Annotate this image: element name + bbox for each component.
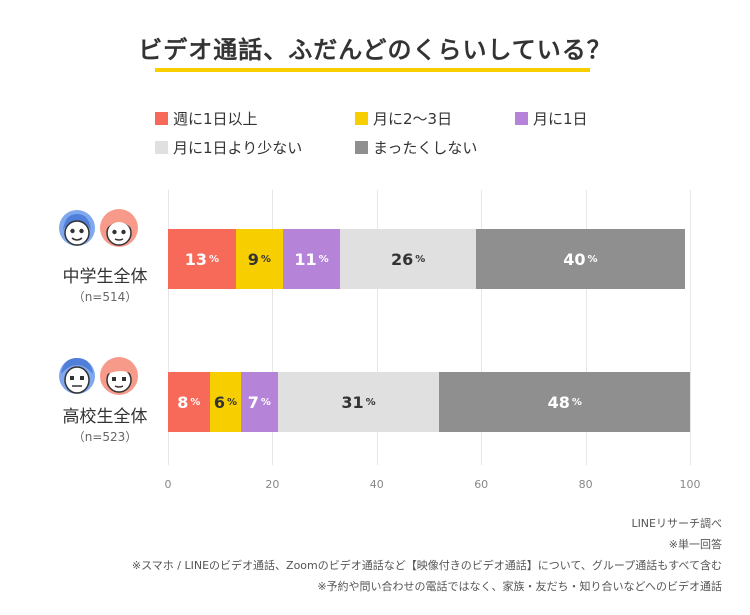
- legend-swatch: [515, 112, 528, 125]
- junior-high-avatars-icon: [59, 209, 138, 247]
- x-tick-label: 20: [265, 478, 280, 491]
- percent-sign: %: [587, 253, 598, 265]
- boy-avatar-icon: [59, 210, 95, 246]
- bar-segment: 26%: [340, 229, 476, 289]
- x-tick-label: 40: [369, 478, 384, 491]
- legend-swatch: [355, 112, 368, 125]
- x-tick-label: 80: [578, 478, 593, 491]
- bar-segment: 8%: [168, 372, 210, 432]
- percent-sign: %: [260, 253, 271, 265]
- bar-row-high-school: 8% 6% 7% 31% 48%: [168, 372, 690, 432]
- gridline: [168, 190, 169, 465]
- bar-segment: 6%: [209, 372, 242, 432]
- bar-row-junior-high: 13% 9% 11% 26% 40%: [168, 229, 690, 289]
- bar-value-label: 31: [341, 392, 364, 412]
- legend-item-weekly: 週に1日以上: [155, 108, 258, 129]
- bar-value-label: 6: [213, 392, 225, 412]
- bar-value-label: 13: [184, 249, 208, 269]
- row-sample-high-school: （n=523）: [72, 430, 138, 444]
- high-school-avatars-icon: [59, 357, 138, 395]
- row-label-high-school: 高校生全体: [62, 407, 148, 427]
- legend-label: 月に2〜3日: [373, 110, 453, 128]
- percent-sign: %: [209, 253, 220, 265]
- row-label-junior-high: 中学生全体: [62, 267, 148, 287]
- legend-item-monthly: 月に1日: [515, 108, 588, 129]
- legend-swatch: [155, 141, 168, 154]
- legend-label: まったくしない: [373, 139, 478, 157]
- bar-segment: 31%: [277, 372, 440, 432]
- bar-segment: 48%: [439, 372, 690, 432]
- legend-label: 月に1日より少ない: [173, 139, 303, 157]
- percent-sign: %: [190, 396, 201, 408]
- bar-value-label: 40: [563, 249, 586, 269]
- percent-sign: %: [365, 396, 376, 408]
- percent-sign: %: [571, 396, 582, 408]
- gridline: [690, 190, 691, 465]
- footnotes: LINEリサーチ調べ ※単一回答 ※スマホ / LINEのビデオ通話、Zoomの…: [132, 513, 722, 597]
- legend-label: 月に1日: [533, 110, 588, 128]
- gridline: [376, 190, 378, 465]
- source-note: LINEリサーチ調べ: [631, 517, 722, 530]
- legend-item-never: まったくしない: [355, 137, 477, 158]
- bar-value-label: 48: [547, 392, 570, 412]
- girl-avatar-icon: [100, 357, 138, 395]
- bar-value-label: 11: [294, 249, 317, 269]
- bar-value-label: 7: [247, 392, 259, 412]
- legend-item-2-3-monthly: 月に2〜3日: [355, 108, 452, 129]
- gridline: [481, 190, 483, 465]
- x-tick-label: 100: [679, 478, 701, 491]
- row-sample-junior-high: （n=514）: [72, 290, 138, 304]
- legend-item-less-than-monthly: 月に1日より少ない: [155, 137, 302, 158]
- bar-segment: 13%: [168, 229, 236, 289]
- definition-note: ※予約や問い合わせの電話ではなく、家族・友だち・知り合いなどへのビデオ通話: [317, 580, 722, 593]
- percent-sign: %: [415, 253, 426, 265]
- legend-swatch: [155, 112, 168, 125]
- bar-segment: 40%: [475, 229, 685, 289]
- boy-avatar-icon: [59, 358, 95, 394]
- chart-title: ビデオ通話、ふだんどのくらいしている？: [138, 36, 612, 64]
- legend-swatch: [355, 141, 368, 154]
- legend-label: 週に1日以上: [173, 110, 258, 128]
- bar-value-label: 26: [390, 249, 414, 269]
- gridline: [585, 190, 587, 465]
- x-tick-label: 60: [474, 478, 489, 491]
- plot-area: 13% 9% 11% 26% 40% 8% 6% 7% 31% 48%: [168, 190, 691, 465]
- x-tick-label: 0: [164, 478, 172, 491]
- single-answer-note: ※単一回答: [668, 538, 722, 551]
- scope-note: ※スマホ / LINEのビデオ通話、Zoomのビデオ通話など【映像付きのビデオ通…: [131, 559, 722, 572]
- gridline: [272, 190, 274, 465]
- bar-value-label: 9: [247, 249, 259, 269]
- bar-segment: 11%: [282, 229, 341, 289]
- bar-value-label: 8: [177, 392, 189, 412]
- bar-segment: 9%: [235, 229, 283, 289]
- percent-sign: %: [226, 396, 237, 408]
- percent-sign: %: [318, 253, 329, 265]
- bar-segment: 7%: [241, 372, 278, 432]
- title-underline: [155, 68, 590, 72]
- percent-sign: %: [260, 396, 271, 408]
- girl-avatar-icon: [100, 209, 138, 247]
